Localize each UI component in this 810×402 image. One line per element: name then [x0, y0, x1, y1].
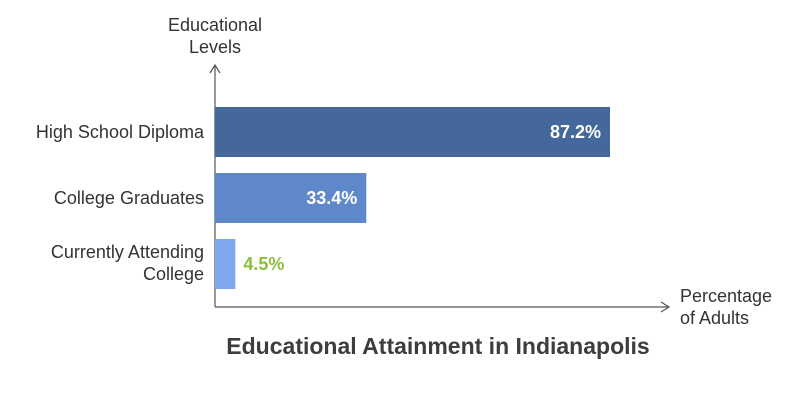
category-label-high-school-diploma: High School Diploma [35, 122, 204, 142]
category-label-currently-attending-college: Currently Attending College [50, 242, 204, 284]
x-axis-label: Percentage of Adults [680, 286, 773, 328]
axis-title-y: Educational Levels [150, 14, 280, 58]
y-axis-label: Educational Levels [167, 15, 263, 57]
bar-1 [215, 173, 367, 223]
data-label-2: 4.5% [243, 254, 284, 274]
bar-0 [215, 107, 610, 157]
bar-chart: 87.2% 33.4% 4.5% [209, 63, 671, 313]
data-label-1: 33.4% [306, 188, 357, 208]
category-label-college-graduates: College Graduates [53, 188, 204, 208]
data-label-0: 87.2% [550, 122, 601, 142]
axis-title-x: Percentage of Adults [680, 285, 790, 329]
x-axis-arrow [660, 301, 671, 313]
chart-title: Educational Attainment in Indianapolis [226, 333, 650, 359]
y-axis-arrow [209, 63, 221, 74]
bar-2 [215, 239, 236, 289]
